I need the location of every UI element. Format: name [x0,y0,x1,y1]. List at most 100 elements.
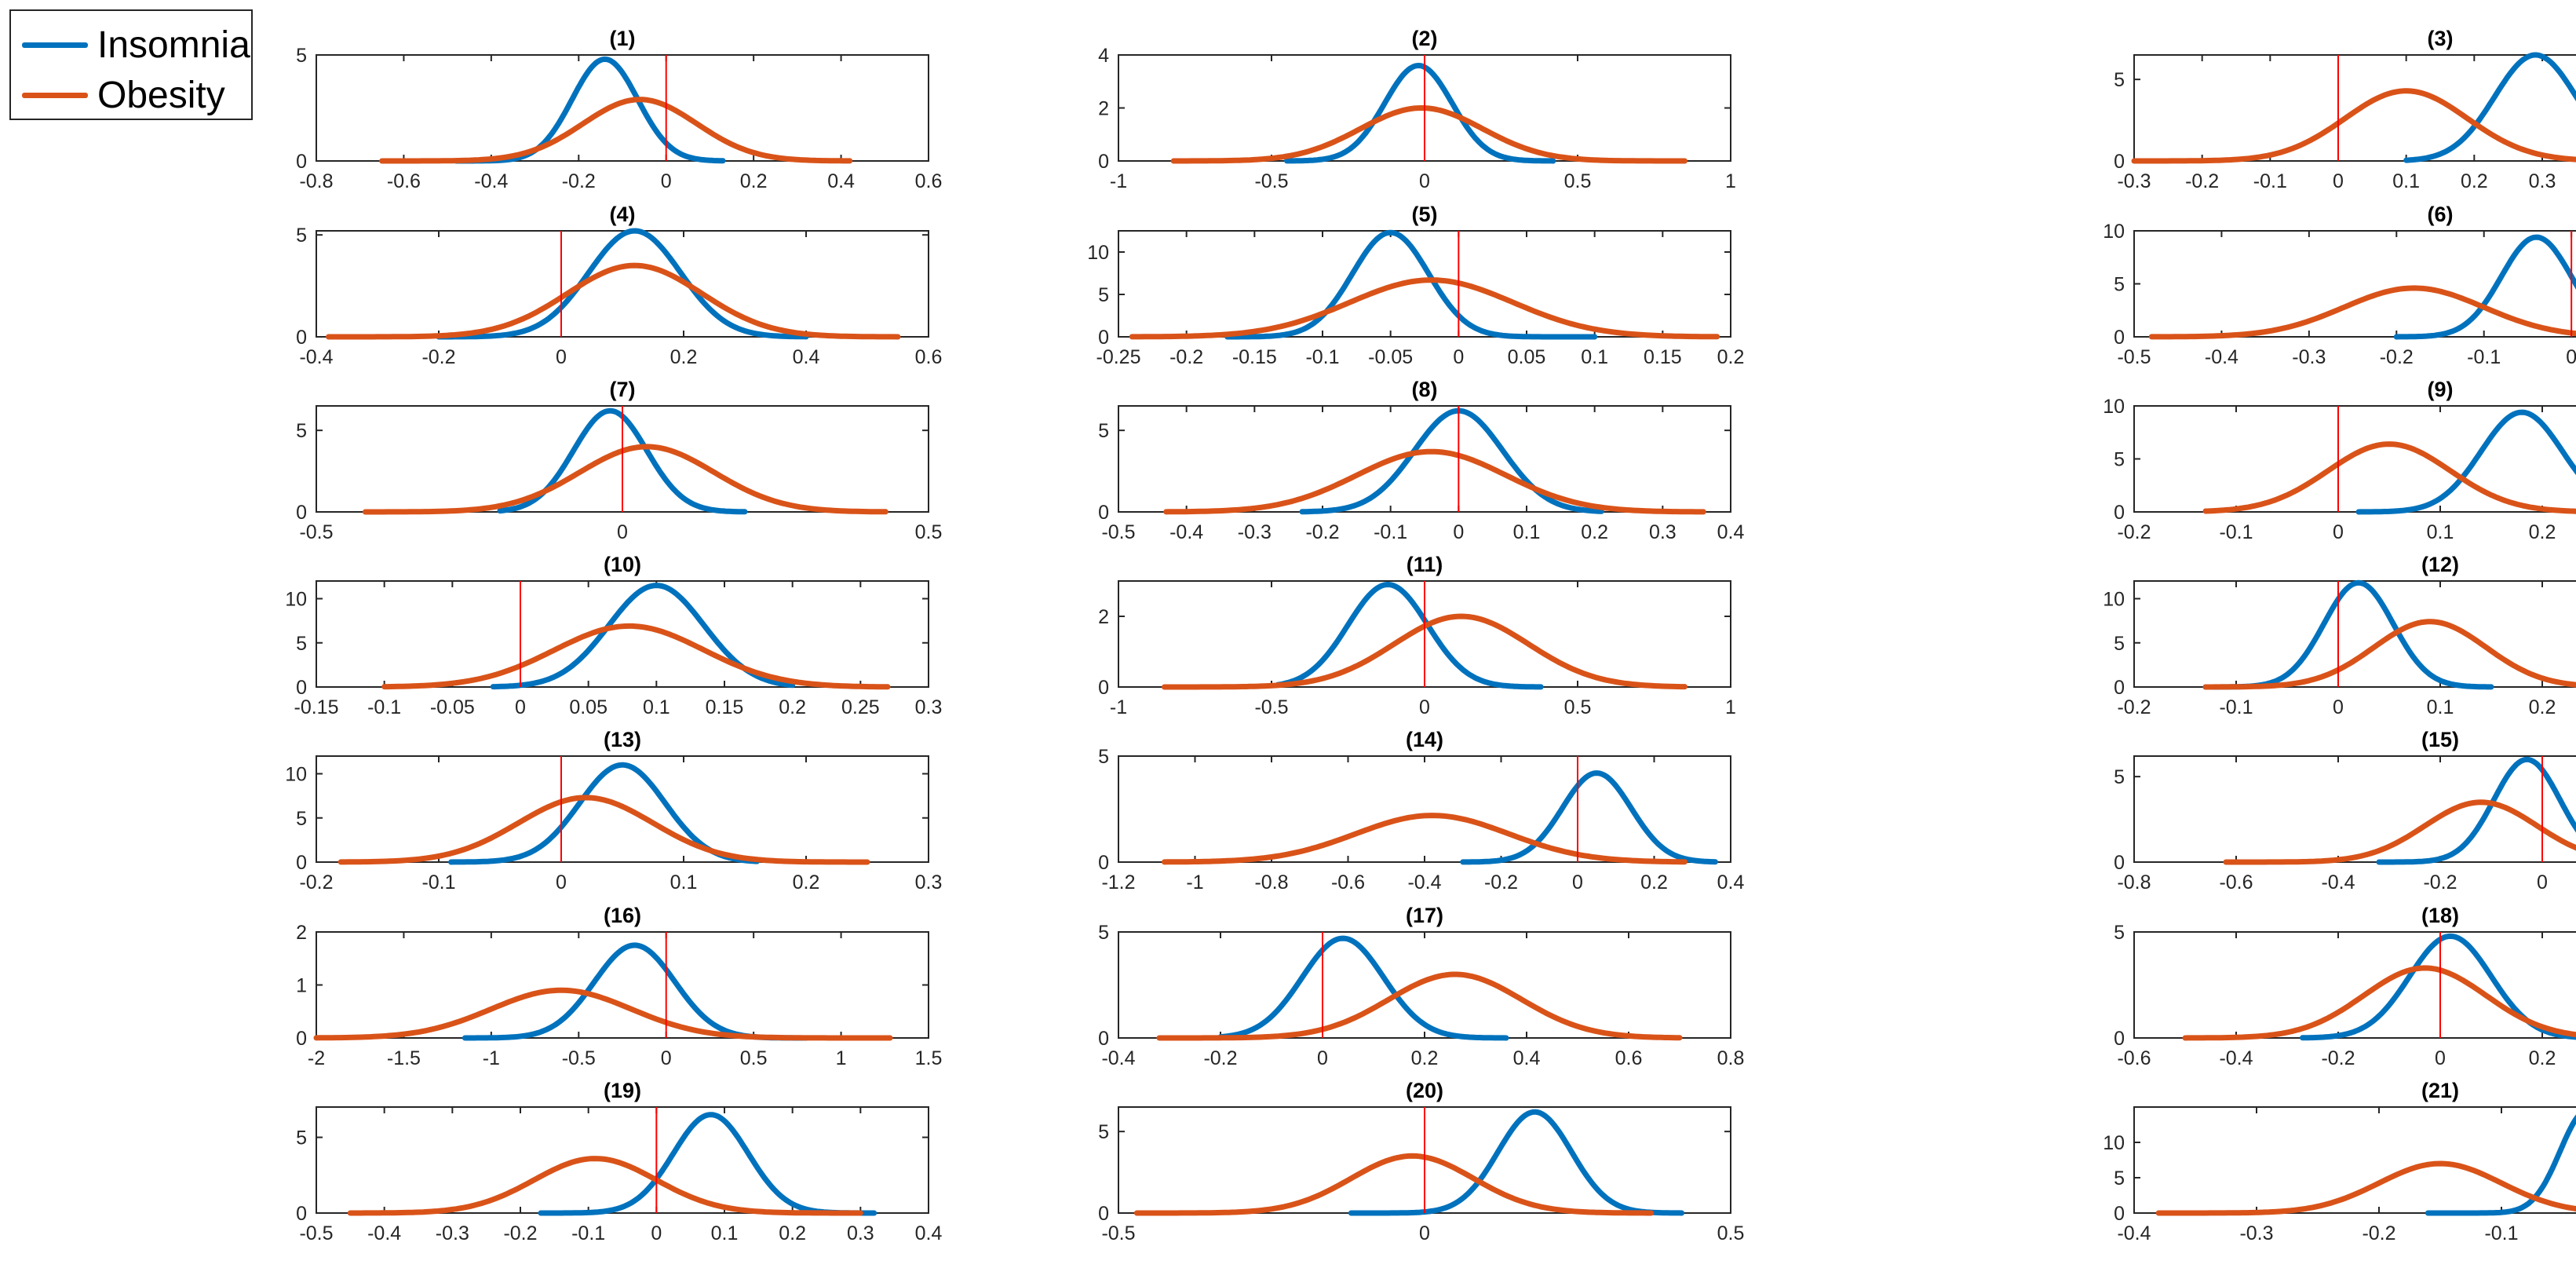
x-tick-label: 0.1 [2427,521,2454,543]
y-tick-label: 0 [296,852,307,874]
subplot-14: (14) -1.2 -1 -0.8 -0.6 -0.4 -0.2 0 0.2 0.4 0 5 [1098,728,1744,893]
density-line-obesity [2131,88,2576,164]
x-tick-label: 0 [2333,521,2344,543]
subplot-title: (12) [2421,553,2459,576]
x-tick-label: -0.1 [2253,170,2287,192]
x-tick-label: -0.8 [1254,872,1288,893]
y-tick-label: 10 [2103,1132,2125,1154]
x-tick-label: -0.1 [367,696,401,718]
x-tick-label: -0.6 [387,170,421,192]
x-tick-label: -1 [1186,872,1203,893]
x-tick-label: -0.15 [294,696,339,718]
x-tick-label: -0.25 [1096,346,1141,368]
subplot-title: (11) [1407,553,1443,576]
x-tick-label: 0.05 [1508,346,1546,368]
x-tick-label: -0.4 [2219,1047,2253,1069]
axes-box [2133,405,2576,513]
subplot-title: (20) [1406,1079,1443,1102]
x-tick-label: 0.15 [1644,346,1682,368]
density-line-obesity [1162,813,1688,865]
legend-insomnia-label: Insomnia [97,24,250,66]
y-tick-label: 0 [2114,1028,2125,1050]
x-tick-label: 0 [1419,1222,1430,1244]
x-tick-label: -0.5 [299,1222,333,1244]
x-tick-label: -0.1 [2484,1222,2518,1244]
x-tick-label: -0.2 [1305,521,1339,543]
x-tick-label: -0.8 [2117,872,2151,893]
density-line-obesity [379,97,853,164]
x-tick-label: 0.8 [1717,1047,1745,1069]
y-tick-label: 0 [2114,1203,2125,1225]
density-line-insomnia [1217,935,1509,1041]
density-line-obesity [2202,441,2576,514]
subplot-7: (7)-0.5 0 0.505 [296,378,942,543]
x-tick-label: -0.4 [367,1222,401,1244]
density-line-obesity [2223,799,2576,865]
y-tick-label: 5 [1098,922,1109,944]
subplot-3: (3)-0.3-0.2-0.100.10.20.30.40.50.605 [2114,27,2576,192]
x-tick-label: -0.2 [2185,170,2219,192]
y-tick-label: 0 [2114,677,2125,699]
legend-obesity-label: Obesity [97,75,225,116]
y-tick-label: 0 [296,677,307,699]
x-tick-label: -1 [1110,696,1127,718]
y-tick-label: 5 [2114,274,2125,296]
x-tick-label: 0 [1419,170,1430,192]
y-tick-label: 0 [296,151,307,173]
x-tick-label: 0.2 [1640,872,1668,893]
x-tick-label: 0.1 [711,1222,739,1244]
x-tick-label: 0 [2333,170,2344,192]
x-tick-label: -0.5 [1101,521,1135,543]
density-line-obesity [1156,971,1683,1041]
y-tick-label: 0 [1098,677,1109,699]
x-tick-label: 0.2 [2529,1047,2556,1069]
x-tick-label: 0 [556,872,567,893]
axes-box [1118,931,1731,1039]
x-tick-label: -0.4 [2321,872,2355,893]
x-tick-label: 0.2 [670,346,698,368]
y-tick-label: 2 [296,922,307,944]
x-tick-label: -0.6 [2117,1047,2151,1069]
x-tick-label: -0.4 [299,346,333,368]
subplot-18: (18)-0.6-0.4-0.200.20.40.605 [2114,904,2576,1069]
y-tick-label: 0 [1098,151,1109,173]
x-tick-label: 0.4 [1717,872,1745,893]
x-tick-label: -0.1 [1305,346,1339,368]
axes-box [2133,931,2576,1039]
density-line-insomnia [1284,63,1556,164]
y-tick-label: 5 [2114,766,2125,788]
x-tick-label: 0.5 [1717,1222,1745,1244]
x-tick-label: 0.5 [915,521,943,543]
subplot-title: (2) [1412,27,1438,50]
x-tick-label: -1 [1110,170,1127,192]
x-tick-label: 0.2 [2461,170,2488,192]
y-tick-label: 0 [2114,327,2125,349]
x-tick-label: -0.05 [430,696,475,718]
subplot-title: (6) [2428,203,2454,226]
legend-insomnia-swatch [22,42,88,48]
x-tick-label: -0.2 [2117,521,2151,543]
y-tick-label: 0 [296,502,307,524]
x-tick-label: -0.2 [2423,872,2457,893]
density-line-obesity [347,1156,863,1216]
x-tick-label: -0.1 [571,1222,605,1244]
subplot-title: (7) [610,378,636,401]
density-line-insomnia [2425,1114,2576,1216]
y-tick-label: 5 [1098,284,1109,306]
density-line-obesity [1170,105,1688,164]
x-tick-label: -0.2 [1484,872,1518,893]
subplot-16: (16) -2 -1.5 -1 -0.5 0 0.5 1 1.5 0 1 2 [296,904,942,1069]
y-tick-label: 10 [2103,589,2125,611]
subplot-19: (19) -0.5 -0.4 -0.3 -0.2 -0.1 0 0.1 0.2 0.3 0.4 0 5 [296,1079,942,1244]
density-line-insomnia [1224,229,1598,340]
subplot-title: (16) [604,904,641,927]
x-tick-label: 0.1 [643,696,670,718]
density-line-insomnia [2376,756,2576,865]
x-tick-label: -0.2 [2380,346,2414,368]
subplot-11: (11) -1 -0.5 0 0.5 1 0 2 [1098,553,1736,718]
density-line-obesity [2155,1160,2576,1216]
x-tick-label: -0.3 [2117,170,2151,192]
subplot-title: (3) [2428,27,2454,50]
x-tick-label: 0.3 [2529,170,2556,192]
